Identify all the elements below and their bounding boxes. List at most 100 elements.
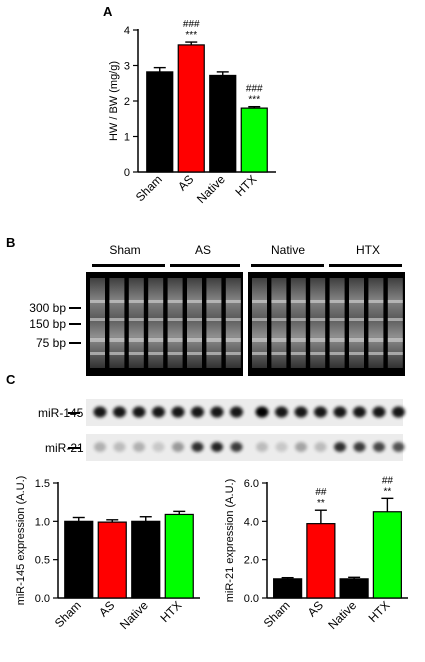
band-mir21 (113, 442, 126, 452)
gel-band (252, 352, 267, 355)
gel-band (252, 300, 267, 303)
gel-band (329, 338, 345, 342)
mir21-bar-as (306, 523, 336, 599)
mir145-y-axis-label: miR-145 expression (A.U.) (15, 476, 27, 606)
band-mir21 (275, 442, 288, 452)
gel-band (109, 338, 125, 342)
gel-band (252, 338, 267, 342)
mir21-x-tick-label-as: AS (305, 598, 326, 619)
band-mir21 (314, 442, 327, 452)
gel-band (252, 318, 267, 321)
hwbw-sig-hash-htx: ### (246, 84, 263, 95)
hwbw-bar-native (209, 74, 237, 173)
band-mir145 (275, 406, 288, 418)
band-mir21 (334, 442, 346, 452)
gel-band (290, 338, 306, 342)
band-mir145 (333, 406, 347, 418)
band-mir21 (230, 442, 243, 452)
mir145-y-tick-label: 0.5 (35, 555, 50, 567)
gel-band (187, 338, 202, 342)
hwbw-x-tick-label-sham: Sham (133, 172, 165, 204)
band-mir145 (353, 406, 366, 418)
mir21-bar-sham (273, 578, 303, 599)
hwbw-bar-sham (146, 71, 174, 173)
hwbw-y-tick-label: 1 (124, 132, 130, 144)
mir21-y-tick-label: 4.0 (244, 516, 259, 528)
gel-band (128, 352, 144, 355)
gel-band (329, 300, 345, 303)
mir145-x-tick-label-as: AS (96, 598, 117, 619)
mir145-x-tick-label-htx: HTX (158, 598, 185, 625)
gel-band (187, 318, 202, 321)
band-mir21 (256, 442, 268, 452)
gel-band (271, 338, 287, 342)
gel-band (148, 338, 164, 342)
group-label-as: AS (195, 243, 211, 257)
mir145-bar-sham (64, 520, 94, 599)
hwbw-x-tick-label-native: Native (194, 172, 228, 206)
gel-band (187, 352, 202, 355)
ladder-label-300: 300 bp (29, 301, 66, 315)
mir145-bar-as (97, 521, 127, 599)
gel-band (128, 300, 144, 303)
gel-band (148, 300, 164, 303)
gel-band (387, 352, 403, 355)
mir145-bar-htx (164, 513, 194, 599)
mir21-x-tick-label-htx: HTX (366, 598, 393, 625)
gel-band (310, 318, 326, 321)
gel-band (310, 300, 326, 303)
hwbw-bar-as (177, 44, 205, 173)
mir145-y-tick-label: 1.0 (35, 516, 50, 528)
hwbw-y-tick-label: 0 (124, 167, 130, 179)
gel-band (148, 318, 164, 321)
group-label-htx: HTX (356, 243, 380, 257)
hwbw-y-tick-label: 4 (124, 25, 130, 37)
panel-label-a: A (103, 4, 113, 19)
gel-band (271, 318, 287, 321)
gel-band (387, 338, 403, 342)
gel-band (349, 318, 364, 321)
gel-band (225, 352, 241, 355)
band-mir21 (353, 442, 366, 452)
gel-band (187, 300, 202, 303)
gel-band (206, 300, 222, 303)
mir21-sig-hash-as: ## (315, 487, 327, 498)
gel-band (225, 318, 241, 321)
mir21-bar-native (339, 578, 369, 599)
band-mir145 (294, 406, 308, 418)
gel-band (271, 300, 287, 303)
gel-band (310, 338, 326, 342)
mir145-x-tick-label-native: Native (117, 598, 151, 632)
gel-band (290, 300, 306, 303)
row-label-mir145-text: miR-145 (38, 406, 84, 420)
mir21-y-axis-label: miR-21 expression (A.U.) (224, 479, 236, 602)
band-mir145 (171, 406, 185, 418)
gel-band (128, 318, 144, 321)
band-mir145 (132, 406, 146, 418)
hwbw-x-tick-label-htx: HTX (233, 172, 260, 199)
band-mir145 (152, 406, 165, 418)
gel-band (368, 338, 384, 342)
band-mir145 (191, 406, 204, 418)
gel-band (90, 318, 105, 321)
band-mir21 (392, 442, 405, 452)
mir145-y-tick-label: 0.0 (35, 593, 50, 605)
gel-band (349, 300, 364, 303)
band-mir21 (172, 442, 184, 452)
mir21-x-tick-label-sham: Sham (261, 598, 293, 630)
mir21-sig-star-htx: ** (383, 486, 391, 497)
group-label-native: Native (271, 243, 305, 257)
band-mir21 (211, 442, 223, 452)
band-mir21 (152, 442, 165, 452)
panel-label-b: B (6, 235, 15, 250)
band-mir21 (94, 442, 106, 452)
mir21-sig-star-as: ** (317, 498, 325, 509)
gel-band (90, 300, 105, 303)
chart-mir145: 0.0 0.5 1.0 1.5 miR-145 expression (A.U.) Sha… (15, 476, 200, 632)
gel-band (90, 352, 105, 355)
gel-band (90, 338, 105, 342)
gel-band (368, 300, 384, 303)
group-label-sham: Sham (109, 243, 140, 257)
mir21-sig-hash-htx: ## (382, 475, 394, 486)
